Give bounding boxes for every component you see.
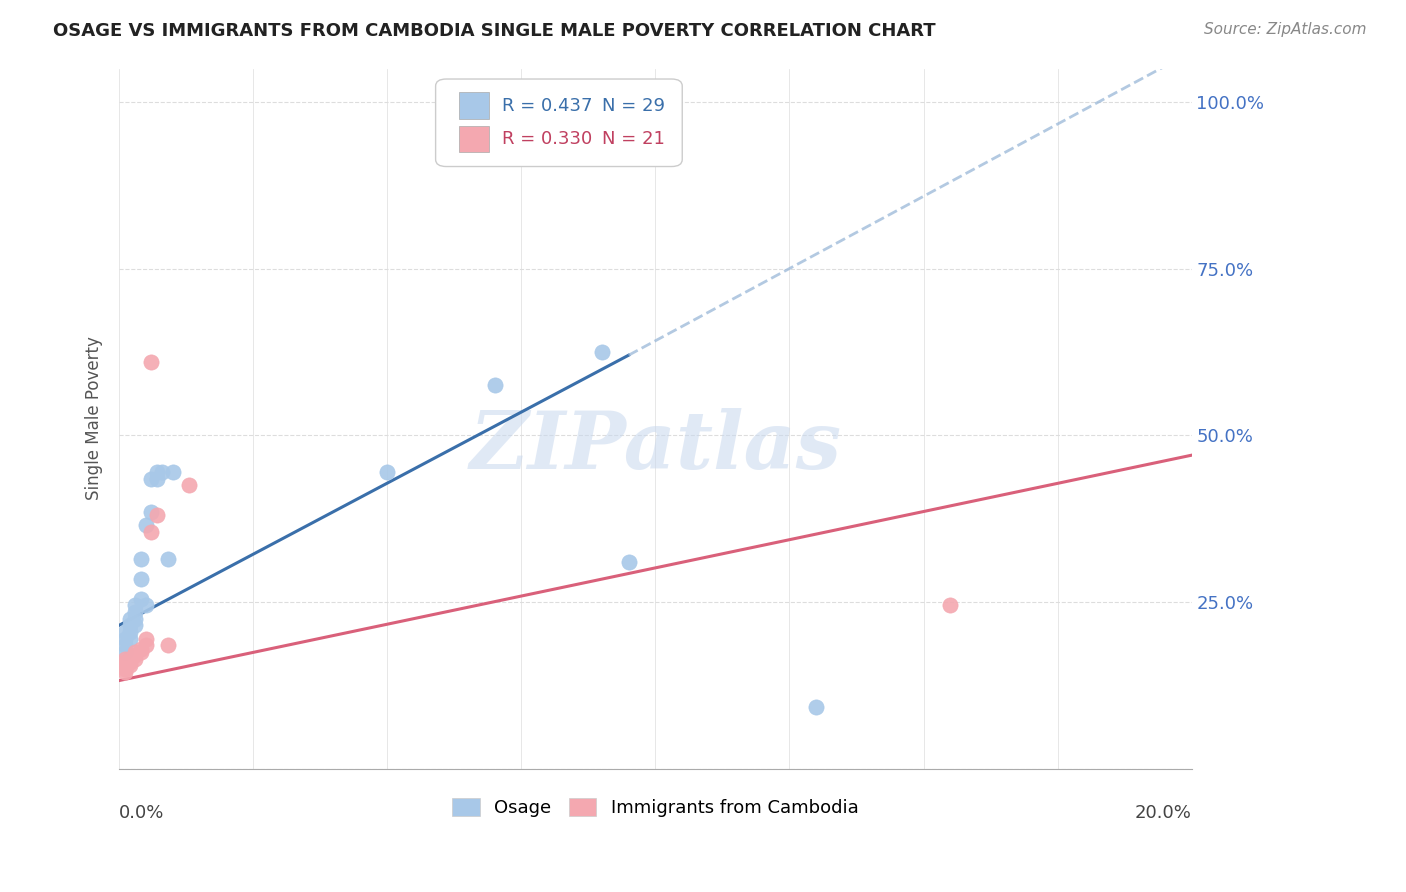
Point bbox=[129, 551, 152, 566]
Point bbox=[135, 638, 157, 652]
Point bbox=[124, 651, 146, 665]
Point bbox=[118, 651, 141, 665]
Point bbox=[114, 624, 136, 639]
Point bbox=[135, 518, 157, 533]
Point bbox=[141, 505, 163, 519]
Text: Source: ZipAtlas.com: Source: ZipAtlas.com bbox=[1204, 22, 1367, 37]
Point bbox=[377, 465, 399, 479]
Point bbox=[150, 465, 173, 479]
Point bbox=[141, 355, 163, 369]
Y-axis label: Single Male Poverty: Single Male Poverty bbox=[86, 336, 103, 500]
Legend: Osage, Immigrants from Cambodia: Osage, Immigrants from Cambodia bbox=[446, 790, 866, 824]
Point bbox=[135, 632, 157, 646]
Point bbox=[806, 700, 828, 714]
Point bbox=[939, 598, 962, 612]
Point bbox=[124, 611, 146, 625]
Point bbox=[135, 598, 157, 612]
Point bbox=[617, 555, 640, 569]
Point bbox=[591, 344, 613, 359]
Point bbox=[118, 658, 141, 673]
Point bbox=[177, 478, 200, 492]
Point bbox=[129, 572, 152, 586]
FancyBboxPatch shape bbox=[436, 79, 682, 167]
Point bbox=[141, 524, 163, 539]
Point bbox=[114, 658, 136, 673]
Point bbox=[124, 648, 146, 663]
Text: R = 0.330: R = 0.330 bbox=[502, 130, 592, 148]
Point bbox=[114, 655, 136, 669]
Point bbox=[114, 632, 136, 646]
Point bbox=[114, 661, 136, 675]
Point bbox=[118, 611, 141, 625]
Text: 20.0%: 20.0% bbox=[1135, 804, 1192, 822]
Point bbox=[124, 605, 146, 619]
Point bbox=[114, 651, 136, 665]
Text: R = 0.437: R = 0.437 bbox=[502, 97, 592, 115]
Text: N = 21: N = 21 bbox=[602, 130, 665, 148]
Point bbox=[156, 551, 179, 566]
Point bbox=[124, 598, 146, 612]
Point bbox=[118, 624, 141, 639]
Text: ZIPatlas: ZIPatlas bbox=[470, 408, 842, 485]
Point bbox=[141, 471, 163, 485]
Point bbox=[484, 378, 506, 392]
Point bbox=[118, 655, 141, 669]
Text: N = 29: N = 29 bbox=[602, 97, 665, 115]
Text: 0.0%: 0.0% bbox=[120, 804, 165, 822]
Point bbox=[118, 618, 141, 632]
Point bbox=[146, 465, 169, 479]
Point bbox=[124, 618, 146, 632]
Point bbox=[129, 645, 152, 659]
Point bbox=[129, 641, 152, 656]
Point bbox=[156, 638, 179, 652]
Point bbox=[146, 471, 169, 485]
Text: OSAGE VS IMMIGRANTS FROM CAMBODIA SINGLE MALE POVERTY CORRELATION CHART: OSAGE VS IMMIGRANTS FROM CAMBODIA SINGLE… bbox=[53, 22, 936, 40]
FancyBboxPatch shape bbox=[460, 126, 489, 153]
Point bbox=[124, 645, 146, 659]
FancyBboxPatch shape bbox=[460, 93, 489, 120]
Point bbox=[114, 665, 136, 679]
Point bbox=[129, 591, 152, 606]
Point bbox=[162, 465, 184, 479]
Point bbox=[118, 632, 141, 646]
Point bbox=[114, 638, 136, 652]
Point bbox=[114, 645, 136, 659]
Point bbox=[146, 508, 169, 523]
